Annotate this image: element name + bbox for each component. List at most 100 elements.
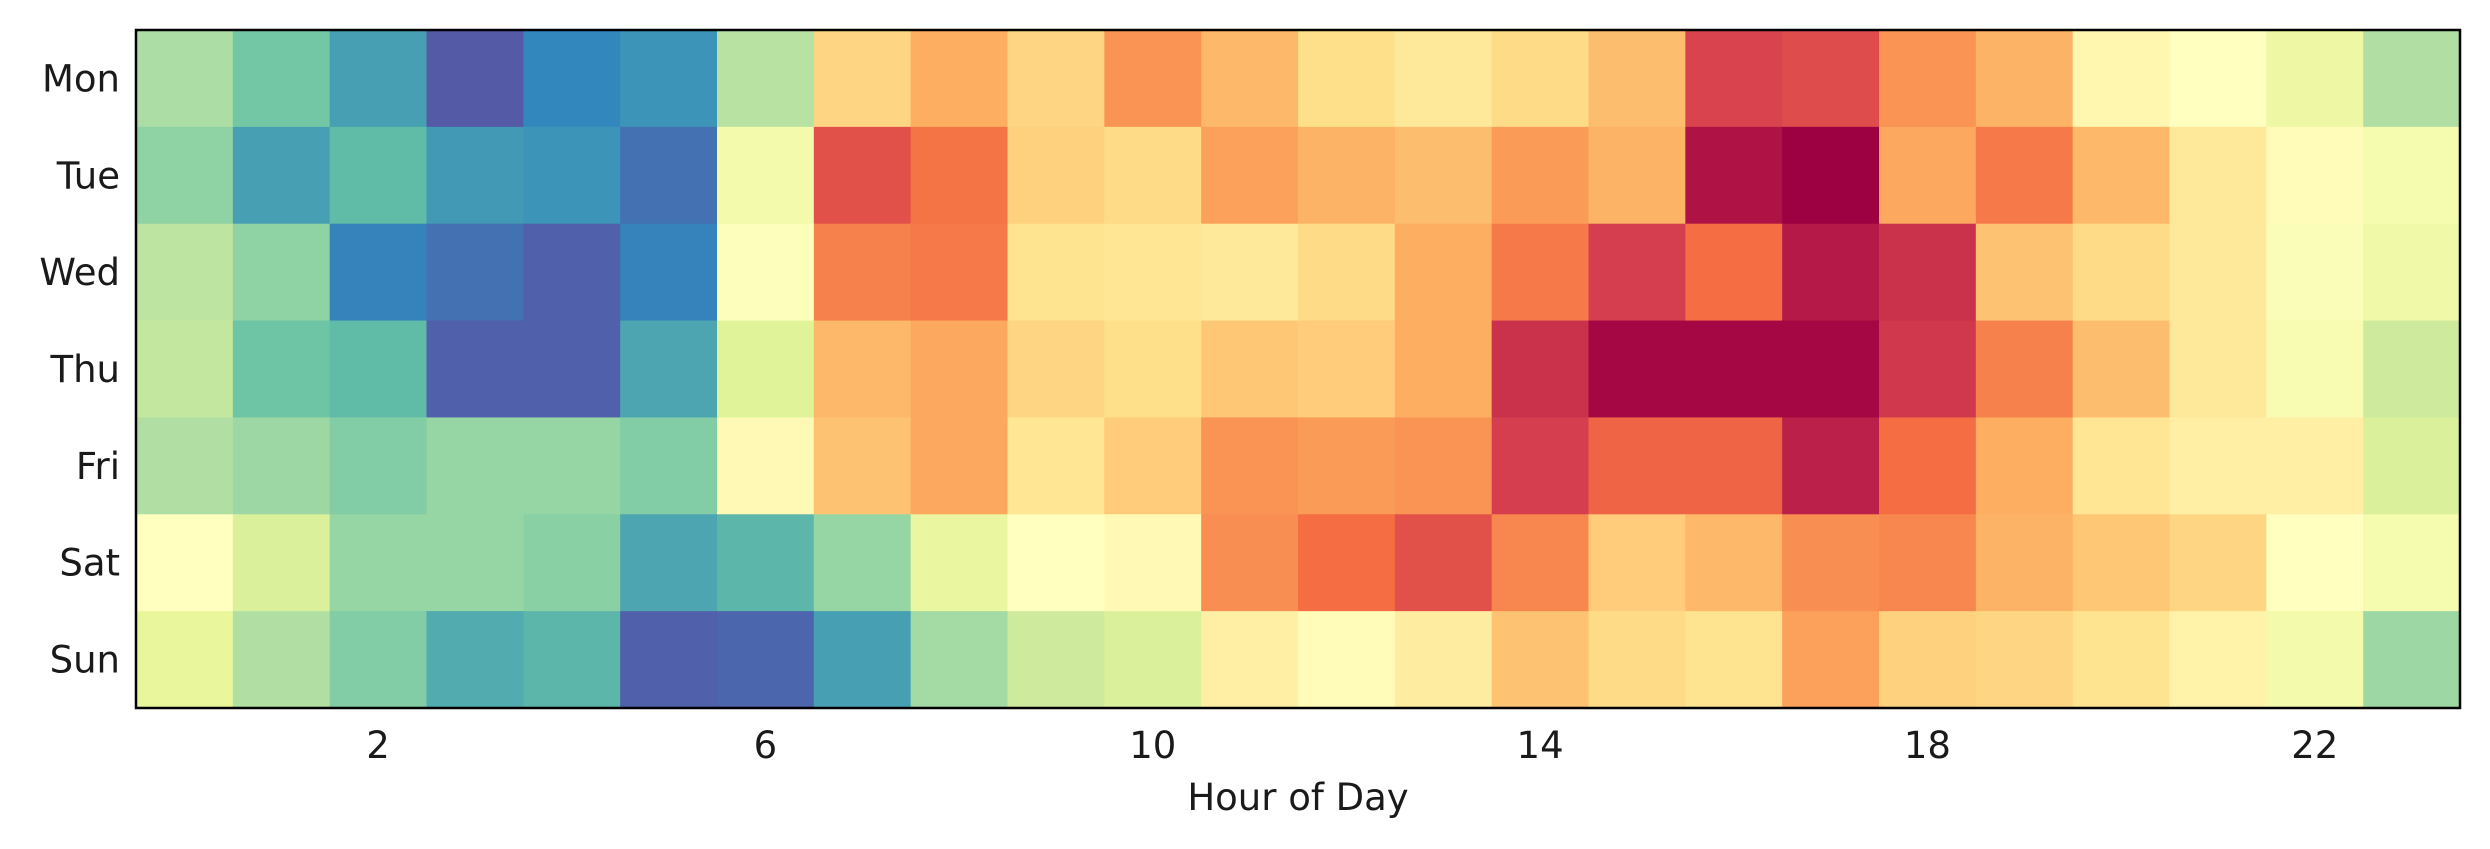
heatmap-cell [2363, 320, 2461, 419]
heatmap-cell [2266, 611, 2364, 709]
heatmap-cell [1201, 611, 1299, 709]
heatmap-cell [813, 611, 912, 709]
heatmap-cell [1588, 30, 1686, 128]
heatmap-cell [523, 223, 621, 322]
heatmap-cell [1104, 223, 1202, 322]
heatmap-cell [1975, 223, 2074, 322]
heatmap-cell [1298, 126, 1396, 225]
heatmap-cell [2072, 126, 2171, 225]
heatmap-cell [426, 611, 524, 709]
heatmap-cell [1879, 320, 1977, 419]
heatmap-cell [329, 126, 428, 225]
heatmap-cell [717, 30, 815, 128]
heatmap-cell [1879, 126, 1977, 225]
heatmap-cell [232, 514, 331, 612]
heatmap-cell [1298, 30, 1396, 128]
heatmap-cell [1298, 514, 1396, 612]
heatmap-cell [717, 223, 815, 322]
heatmap-cell [813, 320, 912, 419]
heatmap-cell [2072, 611, 2171, 709]
heatmap-cell [1201, 223, 1299, 322]
heatmap-cell [329, 223, 428, 322]
heatmap-cell [717, 417, 815, 515]
heatmap-cell [1394, 417, 1493, 515]
heatmap-cell [136, 611, 234, 709]
x-tick-label: 18 [1904, 724, 1951, 767]
heatmap-cell [329, 320, 428, 419]
heatmap-cell [1394, 126, 1493, 225]
heatmap-cell [2169, 514, 2267, 612]
heatmap-cell [1491, 223, 1590, 322]
x-tick-label: 22 [2291, 724, 2338, 767]
heatmap-cell [232, 30, 331, 128]
y-tick-label: Tue [56, 154, 120, 197]
heatmap-cell [329, 30, 428, 128]
heatmap-cell [2169, 611, 2267, 709]
heatmap-cell [910, 223, 1009, 322]
heatmap-cell [1685, 611, 1783, 709]
y-tick-label: Wed [39, 251, 120, 294]
heatmap-cell [2169, 223, 2267, 322]
heatmap-cell [1104, 417, 1202, 515]
x-tick-label: 2 [366, 724, 390, 767]
x-tick-labels: 2 6 10 14 18 22 [366, 724, 2338, 767]
heatmap-cell [2363, 223, 2461, 322]
heatmap-cell [620, 126, 718, 225]
heatmap-cell [1782, 223, 1880, 322]
heatmap-cell [2266, 30, 2364, 128]
heatmap-cell [2072, 223, 2171, 322]
heatmap-cell [1394, 223, 1493, 322]
heatmap-cell [1007, 320, 1105, 419]
heatmap-cell [523, 126, 621, 225]
heatmap-cell [717, 514, 815, 612]
heatmap-cell [1782, 126, 1880, 225]
heatmap-cell [1685, 126, 1783, 225]
heatmap-cell [426, 514, 524, 612]
x-tick-label: 6 [754, 724, 778, 767]
heatmap-cell [1491, 30, 1590, 128]
heatmap-cell [910, 320, 1009, 419]
heatmap-cell [1394, 320, 1493, 419]
heatmap-cell [1782, 30, 1880, 128]
heatmap-cell [2363, 126, 2461, 225]
heatmap-cell [232, 417, 331, 515]
heatmap-cell [813, 126, 912, 225]
heatmap-cell [1685, 514, 1783, 612]
heatmap-cell [1588, 611, 1686, 709]
heatmap-cell [523, 30, 621, 128]
heatmap-cell [1782, 611, 1880, 709]
heatmap-cell [1201, 417, 1299, 515]
heatmap-cell [232, 223, 331, 322]
heatmap-cell [1685, 30, 1783, 128]
heatmap-cell [1007, 30, 1105, 128]
heatmap-cell [1588, 320, 1686, 419]
heatmap-cell [1588, 223, 1686, 322]
heatmap-cell [1201, 30, 1299, 128]
heatmap-cell [1201, 320, 1299, 419]
heatmap-cell [1782, 514, 1880, 612]
x-tick-label: 14 [1517, 724, 1564, 767]
heatmap-cell [1588, 126, 1686, 225]
heatmap-cell [2266, 126, 2364, 225]
heatmap-cell [910, 30, 1009, 128]
heatmap-cell [910, 417, 1009, 515]
heatmap-cell [523, 611, 621, 709]
heatmap-cell [620, 30, 718, 128]
heatmap-cell [813, 30, 912, 128]
heatmap-cell [1491, 611, 1590, 709]
heatmap-cell [2169, 126, 2267, 225]
heatmap-cell [813, 417, 912, 515]
y-tick-label: Fri [76, 445, 120, 488]
heatmap-cell [1007, 223, 1105, 322]
x-axis-label: Hour of Day [1187, 776, 1408, 819]
heatmap-cell [1491, 320, 1590, 419]
heatmap-cell [2169, 320, 2267, 419]
y-tick-labels: Mon Tue Wed Thu Fri Sat Sun [39, 57, 120, 681]
heatmap-cell [1879, 30, 1977, 128]
heatmap-cell [1298, 320, 1396, 419]
heatmap-cell [232, 320, 331, 419]
heatmap-cell [813, 514, 912, 612]
heatmap-cell [1491, 417, 1590, 515]
